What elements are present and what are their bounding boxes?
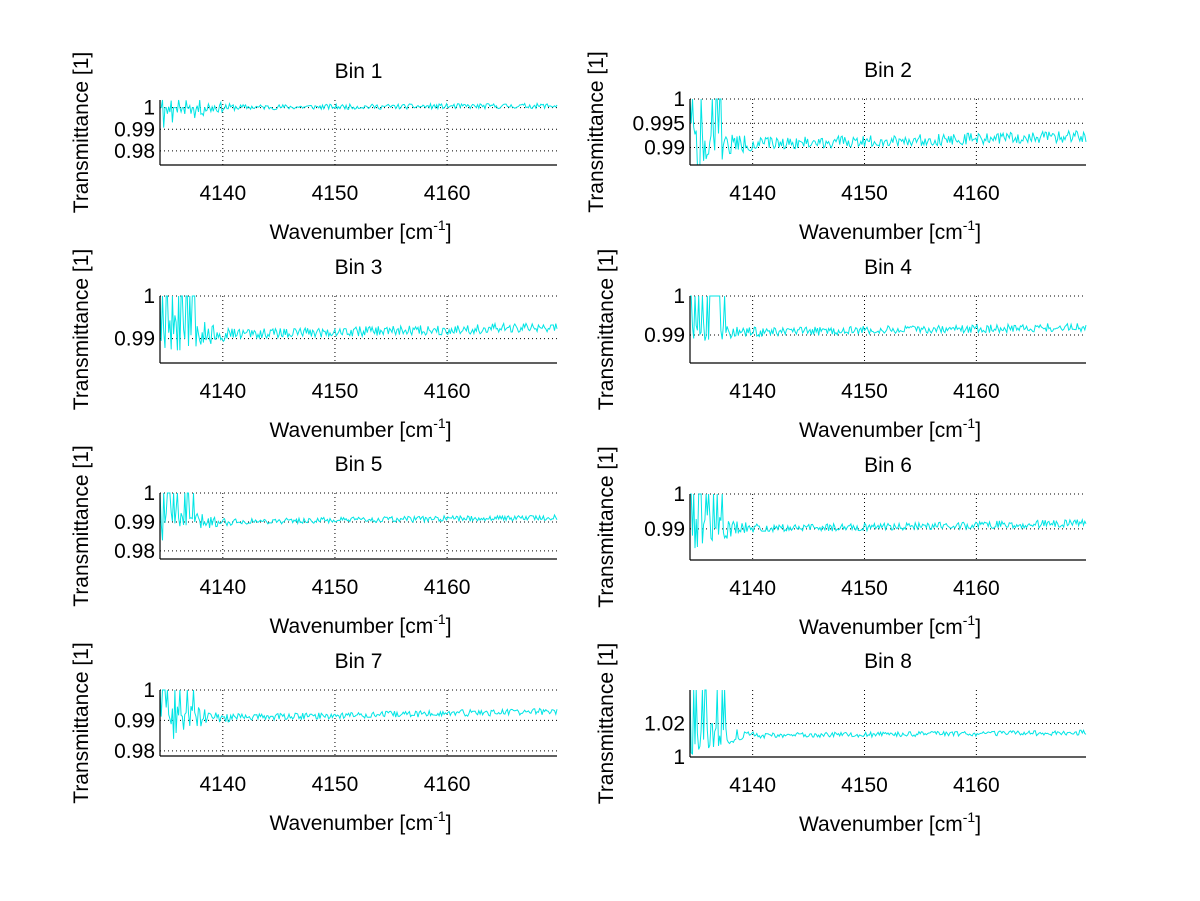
x-tick-label: 4140 [729,380,776,403]
y-tick-label: 1 [143,679,155,702]
x-tick-label: 4160 [424,182,471,205]
x-tick-label: 4160 [953,380,1000,403]
x-axis-label: Wavenumber [cm-1] [799,415,981,442]
x-tick-label: 4140 [199,182,246,205]
y-tick-label: 1 [673,746,685,769]
x-tick-label: 4140 [729,577,776,600]
x-axis-label: Wavenumber [cm-1] [799,217,981,244]
y-tick-label: 0.98 [114,540,155,563]
x-tick-label: 4150 [312,773,359,796]
y-tick-label: 0.99 [644,518,685,541]
y-axis-label: Transmittance [1] [595,643,618,804]
x-tick-label: 4160 [424,576,471,599]
x-tick-label: 4140 [729,182,776,205]
subplot-bin-6: 4140 4150 4160 0.99 1 Bin 6 Wavenumber [cm-1] T… [595,446,1087,639]
y-tick-label: 0.99 [114,511,155,534]
series-line-bin-8 [689,689,1087,755]
y-tick-label: 1.02 [644,713,685,736]
x-tick-label: 4150 [312,576,359,599]
x-tick-label: 4150 [841,380,888,403]
x-tick-label: 4160 [953,774,1000,797]
series-line-bin-7 [159,689,558,739]
subplot-title: Bin 5 [335,453,383,476]
y-axis-label: Transmittance [1] [595,446,618,607]
subplot-title: Bin 2 [864,59,912,82]
x-axis-label: Wavenumber [cm-1] [269,217,451,244]
y-axis-label: Transmittance [1] [70,445,93,606]
subplot-bin-8: 4140 4150 4160 1 1.02 Bin 8 Wavenumber [cm-1] T… [595,643,1087,836]
subplot-bin-1: 4140 4150 4160 0.980.991 Bin 1 Wavenumber [cm… [70,52,558,244]
y-tick-label: 1 [673,88,685,111]
x-tick-label: 4150 [312,182,359,205]
subplot-bin-3: 4140 4150 4160 0.99 1 Bin 3 Wavenumber [cm-1] T… [70,249,558,442]
y-tick-label: 0.99 [644,324,685,347]
y-tick-label: 0.99 [644,137,685,160]
subplot-bin-5: 4140 4150 4160 0.98 0.99 1 Bin 5 Wavenumber [cm… [70,445,558,638]
y-axis-label: Transmittance [1] [585,51,608,212]
y-tick-label: 0.98 [114,140,155,163]
x-tick-label: 4160 [424,380,471,403]
x-tick-label: 4150 [841,577,888,600]
y-tick-label: 1 [143,97,155,120]
x-axis-label: Wavenumber [cm-1] [269,415,451,442]
series-line-bin-2 [689,98,1087,166]
y-tick-label: 0.99 [114,328,155,351]
x-axis-label: Wavenumber [cm-1] [269,611,451,638]
x-tick-label: 4140 [199,773,246,796]
y-axis-label: Transmittance [1] [70,52,93,213]
series-line-bin-6 [690,493,1087,549]
x-tick-label: 4160 [953,182,1000,205]
series-line-bin-3 [159,295,558,351]
subplot-bin-7: 4140 4150 4160 0.98 0.99 1 Bin 7 Wavenumber [cm… [70,642,558,835]
subplot-title: Bin 7 [335,650,383,673]
subplot-title: Bin 3 [335,256,383,279]
y-tick-label: 1 [143,285,155,308]
subplot-bin-4: 4140 4150 4160 0.99 1 Bin 4 Wavenumber [cm-1] T… [595,249,1087,442]
x-tick-label: 4150 [841,182,888,205]
subplot-title: Bin 1 [335,60,383,83]
x-axis-label: Wavenumber [cm-1] [269,808,451,835]
subplot-title: Bin 6 [864,454,912,477]
x-tick-label: 4150 [841,774,888,797]
y-tick-label: 1 [673,483,685,506]
x-tick-label: 4140 [199,576,246,599]
x-tick-label: 4150 [312,380,359,403]
y-tick-label: 0.99 [114,709,155,732]
x-tick-label: 4140 [729,774,776,797]
series-line-bin-4 [690,295,1087,341]
y-tick-label: 0.98 [114,740,155,763]
y-tick-label: 0.99 [114,118,155,141]
y-axis-label: Transmittance [1] [70,642,93,803]
y-tick-label: 1 [673,285,685,308]
x-axis-label: Wavenumber [cm-1] [799,612,981,639]
y-tick-label: 0.995 [632,112,685,135]
series-line-bin-1 [160,99,558,128]
x-tick-label: 4160 [953,577,1000,600]
x-tick-label: 4160 [424,773,471,796]
subplot-title: Bin 4 [864,256,912,279]
x-tick-label: 4140 [199,380,246,403]
y-axis-label: Transmittance [1] [595,249,618,410]
y-tick-label: 1 [143,482,155,505]
y-axis-label: Transmittance [1] [70,249,93,410]
subplot-title: Bin 8 [864,650,912,673]
series-line-bin-5 [159,492,558,541]
x-axis-label: Wavenumber [cm-1] [799,809,981,836]
